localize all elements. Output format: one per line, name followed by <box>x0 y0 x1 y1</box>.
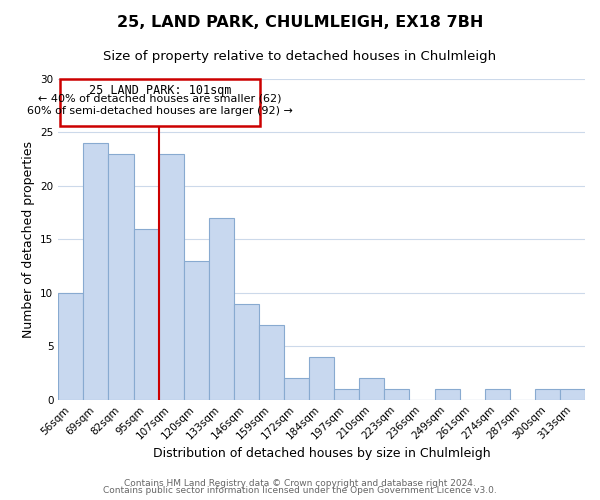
Y-axis label: Number of detached properties: Number of detached properties <box>22 141 35 338</box>
Bar <box>234 304 259 400</box>
Bar <box>259 325 284 400</box>
Bar <box>158 154 184 400</box>
Text: ← 40% of detached houses are smaller (62): ← 40% of detached houses are smaller (62… <box>38 94 281 104</box>
Bar <box>334 389 359 400</box>
Bar <box>309 357 334 400</box>
Bar <box>284 378 309 400</box>
Bar <box>58 293 83 400</box>
FancyBboxPatch shape <box>59 79 260 126</box>
Bar <box>385 389 409 400</box>
Bar <box>434 389 460 400</box>
Bar <box>560 389 585 400</box>
Text: 25, LAND PARK, CHULMLEIGH, EX18 7BH: 25, LAND PARK, CHULMLEIGH, EX18 7BH <box>117 15 483 30</box>
Text: Contains public sector information licensed under the Open Government Licence v3: Contains public sector information licen… <box>103 486 497 495</box>
Bar <box>485 389 510 400</box>
Text: Size of property relative to detached houses in Chulmleigh: Size of property relative to detached ho… <box>103 50 497 63</box>
Bar <box>83 143 109 400</box>
Text: 25 LAND PARK: 101sqm: 25 LAND PARK: 101sqm <box>89 84 231 98</box>
X-axis label: Distribution of detached houses by size in Chulmleigh: Distribution of detached houses by size … <box>153 447 490 460</box>
Bar <box>184 260 209 400</box>
Bar <box>209 218 234 400</box>
Bar <box>535 389 560 400</box>
Bar <box>359 378 385 400</box>
Bar <box>134 228 158 400</box>
Bar <box>109 154 134 400</box>
Text: 60% of semi-detached houses are larger (92) →: 60% of semi-detached houses are larger (… <box>27 106 293 116</box>
Text: Contains HM Land Registry data © Crown copyright and database right 2024.: Contains HM Land Registry data © Crown c… <box>124 478 476 488</box>
